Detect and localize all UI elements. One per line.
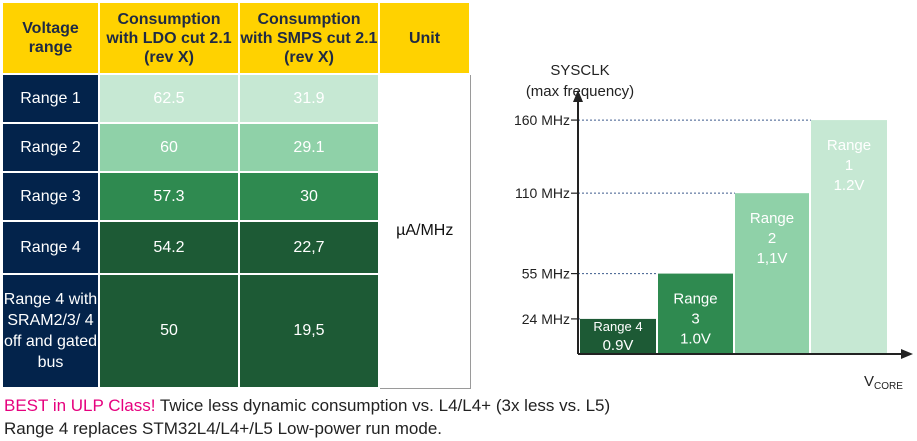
x-axis-arrow-icon xyxy=(901,349,913,359)
x-axis-label-main: V xyxy=(864,373,874,390)
range-label: Range 2 xyxy=(1,122,100,173)
bar-label: 1 xyxy=(845,157,853,174)
bar-label: Range 4 xyxy=(593,319,642,334)
table-row: Range 1 62.5 31.9 µA/MHz xyxy=(1,73,471,389)
bar-label: 2 xyxy=(768,230,776,247)
header-voltage-range: Voltage range xyxy=(1,1,100,75)
table-header-row: Voltage range Consumption with LDO cut 2… xyxy=(1,1,471,75)
bar-label: 1,1V xyxy=(757,250,788,267)
ldo-value: 57.3 xyxy=(98,171,240,222)
ldo-value: 60 xyxy=(98,122,240,173)
unit-cell: µA/MHz xyxy=(378,73,471,389)
table-row: Range 4 54.2 22,7 xyxy=(1,220,470,275)
bar-label: Range xyxy=(750,210,794,227)
note-line-2: Range 4 replaces STM32L4/L4+/L5 Low-powe… xyxy=(4,419,443,438)
bar-label: Range xyxy=(827,137,871,154)
x-axis-label-sub: CORE xyxy=(874,381,903,392)
range-label: Range 3 xyxy=(1,171,100,222)
y-tick-label: 160 MHz xyxy=(514,112,570,128)
bar-label: 0.9V xyxy=(603,337,634,354)
note-line-1: BEST in ULP Class! Twice less dynamic co… xyxy=(4,396,610,416)
ldo-value: 54.2 xyxy=(98,220,240,275)
bar-label: 1.0V xyxy=(680,331,711,348)
note-line-1-text: Twice less dynamic consumption vs. L4/L4… xyxy=(155,396,611,415)
ldo-value: 50 xyxy=(98,273,240,389)
smps-value: 22,7 xyxy=(238,220,380,275)
table-row: Range 4 with SRAM2/3/ 4 off and gated bu… xyxy=(1,273,470,389)
range-label: Range 4 with SRAM2/3/ 4 off and gated bu… xyxy=(1,273,100,389)
bar-label: 1.2V xyxy=(834,177,865,194)
table-row: Range 3 57.3 30 xyxy=(1,171,470,222)
smps-value: 19,5 xyxy=(238,273,380,389)
bar-range-3 xyxy=(658,273,733,354)
smps-value: 31.9 xyxy=(238,73,380,124)
bar-range-4 xyxy=(580,318,656,354)
ldo-value: 62.5 xyxy=(98,73,240,124)
header-ldo: Consumption with LDO cut 2.1 (rev X) xyxy=(98,1,240,75)
bar-label: 3 xyxy=(691,311,699,328)
best-in-class-highlight: BEST in ULP Class! xyxy=(4,396,156,415)
y-axis-arrow-icon xyxy=(573,90,583,102)
bar-range-1 xyxy=(811,120,887,354)
y-tick-label: 24 MHz xyxy=(522,311,570,327)
table-row: Range 2 60 29.1 xyxy=(1,122,470,173)
range-label: Range 1 xyxy=(1,73,100,124)
bar-range-2 xyxy=(735,193,809,354)
bar-label: Range xyxy=(673,291,717,308)
y-tick-label: 110 MHz xyxy=(515,185,570,201)
smps-value: 30 xyxy=(238,171,380,222)
x-axis-label: VCORE xyxy=(864,373,903,392)
y-tick-label: 55 MHz xyxy=(522,266,570,282)
header-unit: Unit xyxy=(378,1,471,75)
smps-value: 29.1 xyxy=(238,122,380,173)
y-axis-label-line2: (max frequency) xyxy=(526,83,634,100)
range-label: Range 4 xyxy=(1,220,100,275)
y-axis-label-line1: SYSCLK xyxy=(550,62,609,79)
consumption-table: Voltage range Consumption with LDO cut 2… xyxy=(1,1,471,389)
header-smps: Consumption with SMPS cut 2.1 (rev X) xyxy=(238,1,380,75)
